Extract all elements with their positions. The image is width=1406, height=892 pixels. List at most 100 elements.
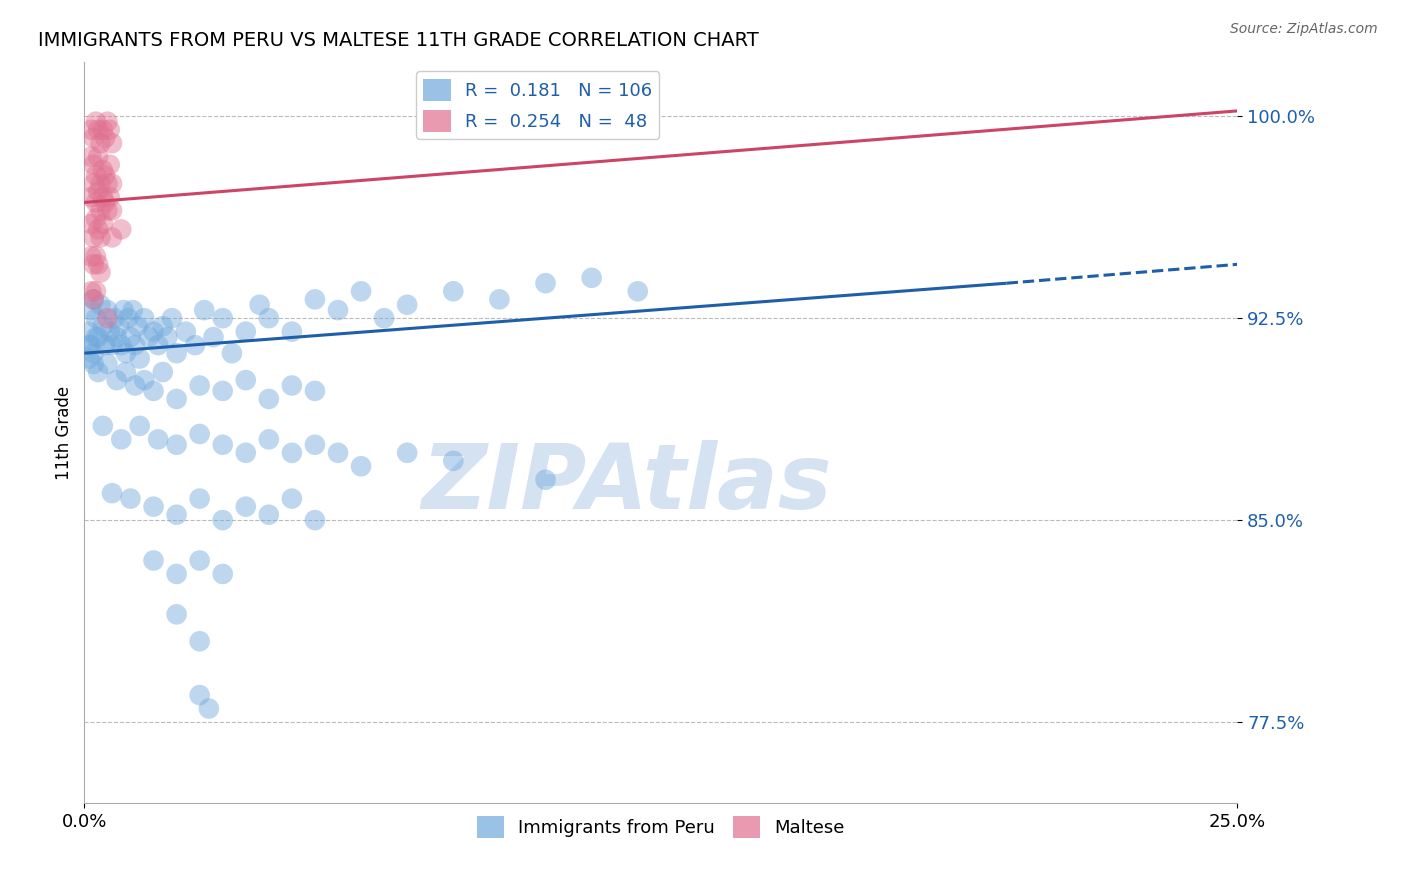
Point (441, 454, 464, 468)
Point (87, 122, 110, 136)
Point (84, 249, 107, 263)
Text: Source: ZipAtlas.com: Source: ZipAtlas.com (1230, 22, 1378, 37)
Point (166, 346, 188, 360)
Point (83, 230, 105, 244)
Point (134, 311, 156, 326)
Point (304, 513, 326, 527)
Point (98, 190, 121, 204)
Point (96, 203, 118, 218)
Point (80, 338, 103, 352)
Point (89, 298, 111, 312)
Point (350, 459, 373, 474)
Point (83, 293, 105, 307)
Point (235, 325, 257, 339)
Point (83, 257, 105, 271)
Point (110, 433, 132, 447)
Point (83, 293, 105, 307)
Point (166, 607, 188, 622)
Point (115, 346, 138, 360)
Text: IMMIGRANTS FROM PERU VS MALTESE 11TH GRADE CORRELATION CHART: IMMIGRANTS FROM PERU VS MALTESE 11TH GRA… (38, 30, 759, 50)
Point (174, 325, 197, 339)
Point (211, 438, 233, 452)
Point (101, 486, 124, 500)
Point (127, 319, 149, 334)
Point (105, 330, 128, 344)
Point (89, 265, 111, 279)
Point (77, 325, 100, 339)
Point (257, 392, 280, 406)
Point (96, 357, 118, 371)
Point (98, 158, 121, 172)
Point (84, 114, 107, 128)
Point (396, 446, 419, 460)
Text: ZIPAtlas: ZIPAtlas (420, 441, 831, 528)
Point (87, 150, 110, 164)
Legend: Immigrants from Peru, Maltese: Immigrants from Peru, Maltese (470, 809, 852, 846)
Point (257, 311, 280, 326)
Point (396, 298, 419, 312)
Point (108, 319, 131, 334)
Point (441, 285, 464, 299)
Point (84, 330, 107, 344)
Point (188, 427, 211, 442)
Point (281, 446, 304, 460)
Point (91, 319, 114, 334)
Point (304, 384, 326, 398)
Point (112, 303, 135, 318)
Point (91, 163, 114, 178)
Point (84, 285, 107, 299)
Point (188, 553, 211, 567)
Point (89, 230, 111, 244)
Point (117, 311, 139, 326)
Point (166, 508, 188, 522)
Point (80, 150, 103, 164)
Point (211, 384, 233, 398)
Point (146, 338, 169, 352)
Point (235, 373, 257, 387)
Point (91, 190, 114, 204)
Point (94, 131, 117, 145)
Point (350, 285, 373, 299)
Point (202, 330, 225, 344)
Point (156, 330, 179, 344)
Point (142, 384, 165, 398)
Point (96, 114, 118, 128)
Point (257, 508, 280, 522)
Point (128, 418, 150, 433)
Point (488, 293, 510, 307)
Point (249, 298, 271, 312)
Point (304, 293, 326, 307)
Point (96, 177, 118, 191)
Point (89, 136, 111, 151)
Point (77, 351, 100, 366)
Point (166, 566, 188, 581)
Point (103, 311, 125, 326)
Point (128, 351, 150, 366)
Point (83, 346, 105, 360)
Point (124, 378, 146, 392)
Point (83, 177, 105, 191)
Point (281, 325, 304, 339)
Point (98, 325, 121, 339)
Point (80, 249, 103, 263)
Point (91, 418, 114, 433)
Point (441, 122, 464, 136)
Point (211, 311, 233, 326)
Point (184, 338, 207, 352)
Point (581, 270, 603, 285)
Point (166, 438, 188, 452)
Point (160, 311, 183, 326)
Point (91, 122, 114, 136)
Point (124, 338, 146, 352)
Point (94, 338, 117, 352)
Point (87, 365, 110, 379)
Point (627, 285, 650, 299)
Point (211, 513, 233, 527)
Point (101, 230, 124, 244)
Point (120, 491, 142, 506)
Point (115, 365, 138, 379)
Point (257, 433, 280, 447)
Point (152, 365, 174, 379)
Point (281, 378, 304, 392)
Point (211, 566, 233, 581)
